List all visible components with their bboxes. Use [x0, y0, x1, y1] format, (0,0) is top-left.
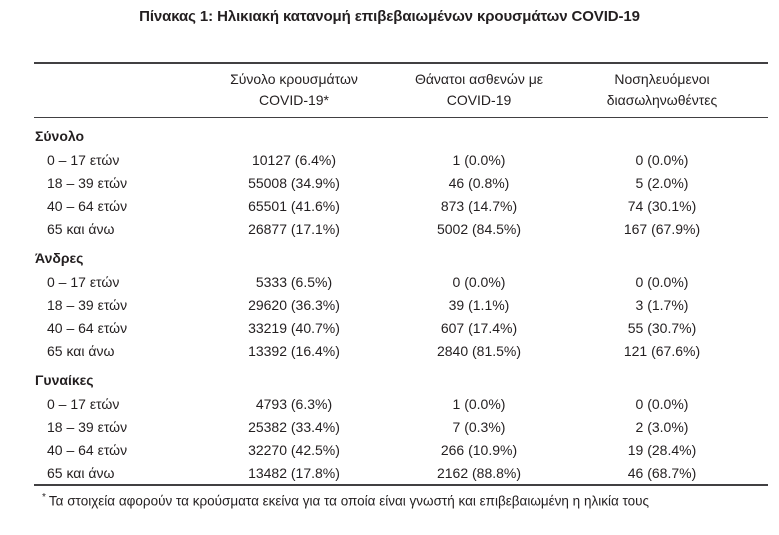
section-row-men: Άνδρες: [34, 246, 768, 270]
cell-intubated: 0 (0.0%): [635, 273, 689, 290]
table-row: 0 – 17 ετών 4793 (6.3%) 1 (0.0%) 0 (0.0%…: [34, 392, 768, 415]
section-header-total: Σύνολο: [35, 128, 85, 144]
table-row: 40 – 64 ετών 65501 (41.6%) 873 (14.7%) 7…: [34, 194, 768, 217]
cell-deaths: 46 (0.8%): [448, 174, 510, 191]
header-total-cases: Σύνολο κρουσμάτων COVID-19*: [199, 69, 389, 111]
header-intubated-line1: Νοσηλευόμενοι: [614, 71, 710, 87]
age-group-label: 40 – 64 ετών: [47, 441, 128, 458]
cell-intubated: 167 (67.9%): [623, 220, 701, 237]
cell-intubated: 74 (30.1%): [627, 197, 697, 214]
age-group-label: 18 – 39 ετών: [47, 296, 128, 313]
cell-total-cases: 26877 (17.1%): [248, 220, 340, 237]
table-title: Πίνακας 1: Ηλικιακή κατανομή επιβεβαιωμέ…: [139, 8, 640, 25]
cell-total-cases: 29620 (36.3%): [248, 296, 340, 313]
table-row: 40 – 64 ετών 32270 (42.5%) 266 (10.9%) 1…: [34, 438, 768, 461]
header-total-cases-line2: COVID-19*: [258, 92, 330, 108]
cell-total-cases: 4793 (6.3%): [255, 395, 333, 412]
section-header-men: Άνδρες: [35, 250, 84, 266]
table-row: 40 – 64 ετών 33219 (40.7%) 607 (17.4%) 5…: [34, 316, 768, 339]
section-header-women: Γυναίκες: [35, 372, 94, 388]
age-group-label: 18 – 39 ετών: [47, 174, 128, 191]
footnote-asterisk: *: [42, 492, 46, 503]
table-row: 65 και άνω 13392 (16.4%) 2840 (81.5%) 12…: [34, 339, 768, 362]
header-deaths-line1: Θάνατοι ασθενών με: [414, 71, 544, 87]
cell-intubated: 3 (1.7%): [635, 296, 689, 313]
cell-deaths: 1 (0.0%): [452, 151, 506, 168]
cell-deaths: 5002 (84.5%): [436, 220, 522, 237]
table-footnote: * Τα στοιχεία αφορούν τα κρούσματα εκείνα…: [34, 486, 768, 509]
header-intubated-line2: διασωληνωθέντες: [606, 92, 718, 108]
age-group-label: 18 – 39 ετών: [47, 418, 128, 435]
cell-total-cases: 55008 (34.9%): [248, 174, 340, 191]
cell-deaths: 0 (0.0%): [452, 273, 506, 290]
header-intubated: Νοσηλευόμενοι διασωληνωθέντες: [569, 69, 755, 111]
footnote-text: Τα στοιχεία αφορούν τα κρούσματα εκείνα …: [48, 493, 650, 509]
table-row: 18 – 39 ετών 25382 (33.4%) 7 (0.3%) 2 (3…: [34, 415, 768, 438]
cell-deaths: 1 (0.0%): [452, 395, 506, 412]
age-group-label: 0 – 17 ετών: [47, 273, 120, 290]
table-row: 65 και άνω 13482 (17.8%) 2162 (88.8%) 46…: [34, 461, 768, 484]
age-group-label: 0 – 17 ετών: [47, 151, 120, 168]
cell-total-cases: 65501 (41.6%): [248, 197, 340, 214]
cell-total-cases: 25382 (33.4%): [248, 418, 340, 435]
cell-intubated: 46 (68.7%): [627, 464, 697, 481]
age-group-label: 40 – 64 ετών: [47, 197, 128, 214]
cell-intubated: 2 (3.0%): [635, 418, 689, 435]
table-row: 0 – 17 ετών 10127 (6.4%) 1 (0.0%) 0 (0.0…: [34, 148, 768, 171]
header-deaths: Θάνατοι ασθενών με COVID-19: [389, 69, 569, 111]
cell-intubated: 19 (28.4%): [627, 441, 697, 458]
table-row: 65 και άνω 26877 (17.1%) 5002 (84.5%) 16…: [34, 217, 768, 240]
cell-total-cases: 32270 (42.5%): [248, 441, 340, 458]
table-row: 18 – 39 ετών 55008 (34.9%) 46 (0.8%) 5 (…: [34, 171, 768, 194]
cell-total-cases: 13392 (16.4%): [248, 342, 340, 359]
age-group-label: 65 και άνω: [47, 220, 115, 237]
cell-total-cases: 5333 (6.5%): [255, 273, 333, 290]
table-row: 18 – 39 ετών 29620 (36.3%) 39 (1.1%) 3 (…: [34, 293, 768, 316]
section-row-women: Γυναίκες: [34, 368, 768, 392]
cell-intubated: 5 (2.0%): [635, 174, 689, 191]
cell-intubated: 0 (0.0%): [635, 395, 689, 412]
cell-deaths: 2162 (88.8%): [436, 464, 522, 481]
cell-intubated: 55 (30.7%): [627, 319, 697, 336]
cell-deaths: 2840 (81.5%): [436, 342, 522, 359]
cell-total-cases: 33219 (40.7%): [248, 319, 340, 336]
section-row-total: Σύνολο: [34, 124, 768, 148]
cell-deaths: 266 (10.9%): [440, 441, 518, 458]
table-header-row: Σύνολο κρουσμάτων COVID-19* Θάνατοι ασθε…: [34, 64, 768, 118]
cell-intubated: 121 (67.6%): [623, 342, 701, 359]
header-deaths-line2: COVID-19: [446, 92, 512, 108]
table-body: Σύνολο 0 – 17 ετών 10127 (6.4%) 1 (0.0%)…: [34, 124, 768, 486]
age-group-label: 65 και άνω: [47, 342, 115, 359]
cell-total-cases: 13482 (17.8%): [248, 464, 340, 481]
table-row: 0 – 17 ετών 5333 (6.5%) 0 (0.0%) 0 (0.0%…: [34, 270, 768, 293]
age-group-label: 40 – 64 ετών: [47, 319, 128, 336]
cell-deaths: 7 (0.3%): [452, 418, 506, 435]
cell-deaths: 39 (1.1%): [448, 296, 510, 313]
age-group-label: 65 και άνω: [47, 464, 115, 481]
age-group-label: 0 – 17 ετών: [47, 395, 120, 412]
cell-total-cases: 10127 (6.4%): [251, 151, 337, 168]
cell-intubated: 0 (0.0%): [635, 151, 689, 168]
cell-deaths: 873 (14.7%): [440, 197, 518, 214]
cell-deaths: 607 (17.4%): [440, 319, 518, 336]
header-total-cases-line1: Σύνολο κρουσμάτων: [230, 71, 358, 87]
covid-age-distribution-table: Σύνολο κρουσμάτων COVID-19* Θάνατοι ασθε…: [34, 62, 768, 509]
